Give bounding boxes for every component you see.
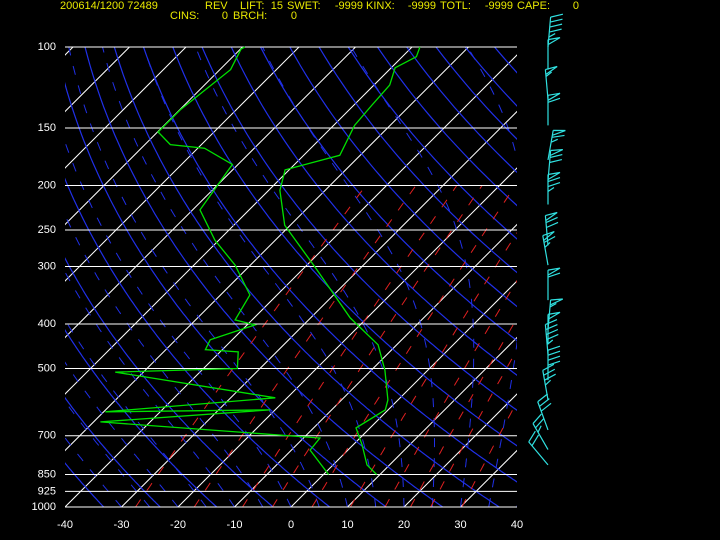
isotherm: [290, 280, 517, 507]
plot: 200614/1200 72489 REV LIFT: 15 SWET: -9999 KIN…: [32, 0, 579, 531]
x-tick-label: 30: [454, 519, 466, 531]
index-label: TOTL:: [440, 0, 471, 12]
y-tick-label: 850: [38, 468, 56, 480]
wind-barb: [544, 65, 558, 100]
index-label: KINX:: [366, 0, 395, 12]
x-tick-label: 10: [341, 519, 353, 531]
isotherm: [65, 54, 517, 507]
y-tick-label: 150: [38, 122, 56, 134]
isotherm: [65, 47, 413, 395]
y-tick-label: 100: [38, 41, 56, 53]
moist-adiabat: [143, 47, 377, 507]
y-tick-label: 400: [38, 318, 56, 330]
isotherm: [65, 47, 300, 282]
wind-barb: [544, 211, 559, 246]
index-value: -9999: [408, 0, 436, 12]
mode-label: REV: [205, 0, 228, 12]
mixing-ratio-line: [193, 185, 417, 507]
isotherm: [347, 336, 517, 507]
y-tick-label: 700: [38, 430, 56, 442]
index-value: 0: [222, 10, 228, 22]
wind-barb: [547, 345, 561, 381]
x-tick-label: -30: [114, 519, 130, 531]
y-tick-label: 250: [38, 224, 56, 236]
wind-barb: [547, 267, 561, 301]
x-tick-label: -40: [57, 519, 73, 531]
isotherm: [177, 167, 517, 507]
mixing-ratio-line: [271, 185, 483, 507]
y-tick-label: 1000: [32, 501, 56, 513]
moist-adiabat: [467, 47, 517, 507]
y-tick-label: 500: [38, 362, 56, 374]
wind-barb: [544, 318, 559, 355]
index-value: -9999: [485, 0, 513, 12]
wind-barb: [528, 430, 549, 466]
wind-barb: [542, 230, 556, 266]
y-tick-label: 300: [38, 260, 56, 272]
wind-barb: [547, 129, 566, 161]
wind-barb: [547, 148, 563, 181]
wind-barb: [542, 363, 556, 400]
wind-barb: [547, 171, 561, 205]
index-label: SWET:: [287, 0, 321, 12]
isotherm: [403, 393, 517, 507]
isotherm: [234, 223, 517, 507]
y-tick-label: 925: [38, 485, 56, 497]
wind-barb: [547, 92, 561, 126]
index-value: 0: [573, 0, 579, 12]
isotherm: [121, 110, 517, 507]
profile-line: [100, 46, 330, 475]
index-label: CAPE:: [517, 0, 550, 12]
profile-line: [279, 46, 421, 475]
x-tick-label: 0: [288, 519, 294, 531]
index-label: CINS:: [170, 10, 199, 22]
x-tick-label: 20: [398, 519, 410, 531]
moist-adiabat: [350, 47, 475, 507]
wind-barb: [547, 13, 564, 48]
x-tick-label: 40: [511, 519, 523, 531]
x-tick-label: -20: [170, 519, 186, 531]
y-tick-label: 200: [38, 179, 56, 191]
index-value: 15: [271, 0, 283, 12]
index-value: -9999: [335, 0, 363, 12]
moist-adiabat: [65, 213, 264, 507]
index-label: BRCH:: [233, 10, 267, 22]
mixing-ratio-line: [242, 185, 458, 507]
x-tick-label: -10: [227, 519, 243, 531]
mixing-ratio-line: [135, 185, 367, 507]
isotherm: [65, 47, 187, 169]
station-label: 200614/1200 72489: [60, 0, 158, 12]
wind-barb: [537, 393, 552, 431]
wind-barb: [532, 413, 549, 450]
isotherm: [65, 47, 356, 339]
index-label: LIFT:: [240, 0, 264, 12]
wind-barb: [547, 37, 561, 70]
index-value: 0: [291, 10, 297, 22]
